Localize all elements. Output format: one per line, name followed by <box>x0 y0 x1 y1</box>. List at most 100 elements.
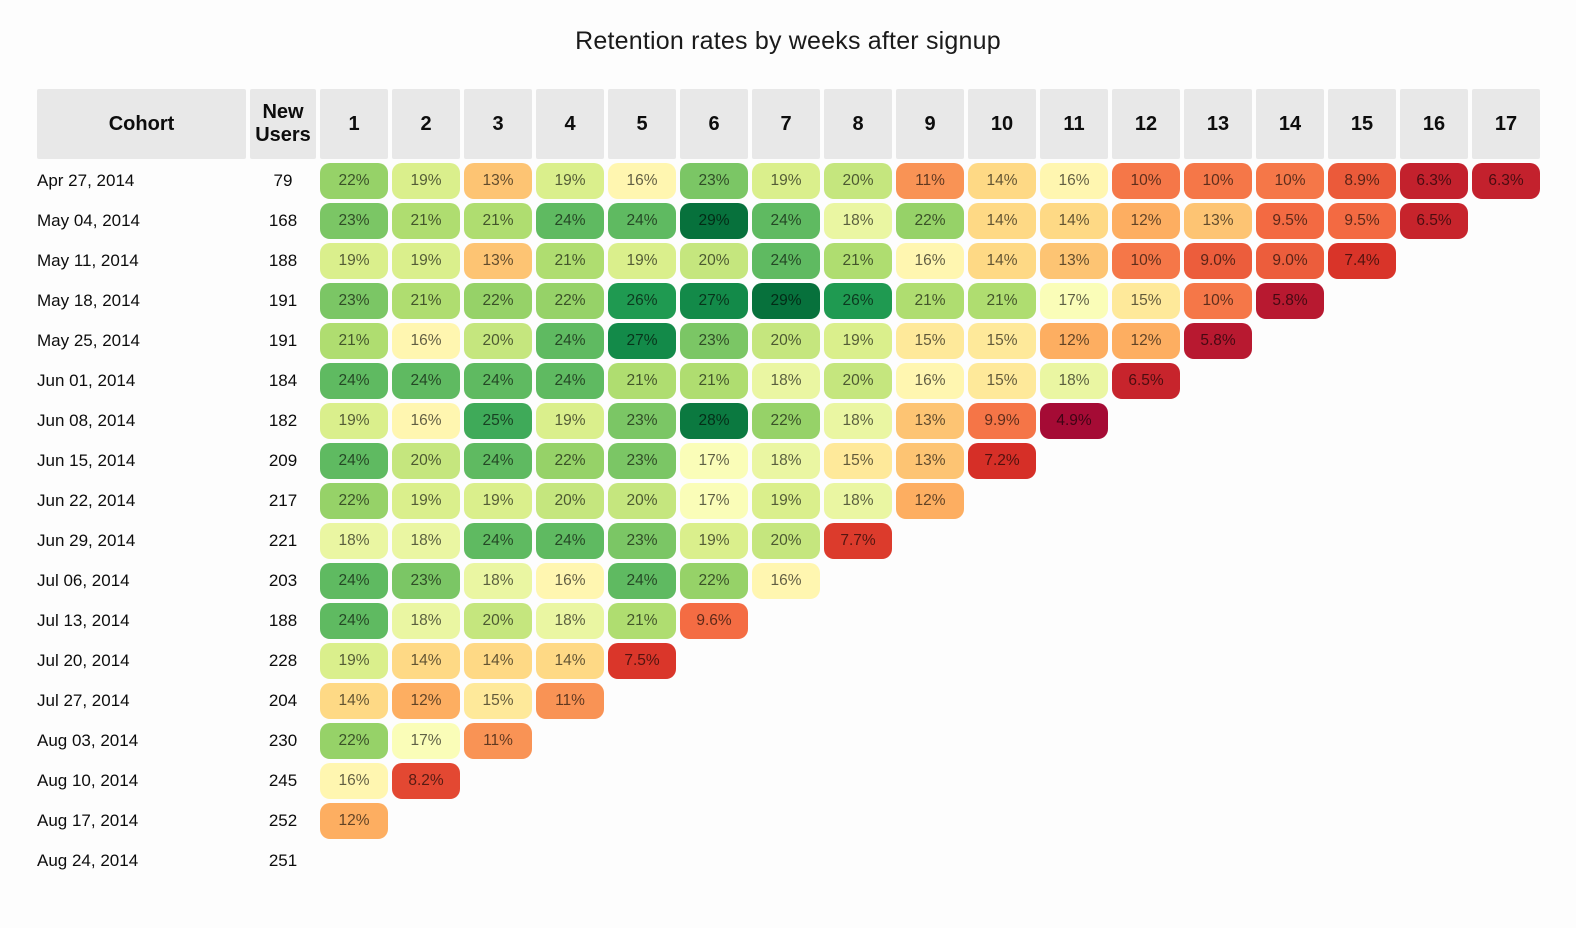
empty-cell <box>1256 323 1324 359</box>
retention-cell: 22% <box>536 443 604 479</box>
empty-cell <box>1472 243 1540 279</box>
empty-cell <box>824 603 892 639</box>
empty-cell <box>1256 603 1324 639</box>
empty-cell <box>968 803 1036 839</box>
week-column-header: 4 <box>536 89 604 159</box>
new-users-value: 188 <box>268 611 298 630</box>
retention-table: Cohort New Users 1 2 3 4 5 6 7 8 9 10 11 12 13 14 15 16… <box>37 89 1540 879</box>
cohort-label: Jul 20, 2014 <box>37 651 130 670</box>
empty-cell <box>1400 843 1468 879</box>
new-users-value: 209 <box>268 451 298 470</box>
retention-cell: 14% <box>392 643 460 679</box>
retention-cell: 18% <box>392 523 460 559</box>
retention-cell: 24% <box>392 363 460 399</box>
empty-cell <box>608 843 676 879</box>
retention-cell: 10% <box>1112 163 1180 199</box>
retention-cell: 12% <box>1040 323 1108 359</box>
cohort-label: May 25, 2014 <box>37 331 141 350</box>
empty-cell <box>824 843 892 879</box>
retention-cell: 22% <box>680 563 748 599</box>
new-users-value: 184 <box>268 371 298 390</box>
new-users-value: 252 <box>268 811 298 830</box>
retention-cell: 23% <box>320 203 388 239</box>
cohort-label: Aug 17, 2014 <box>37 811 139 830</box>
empty-cell <box>464 803 532 839</box>
retention-cell: 19% <box>392 163 460 199</box>
week-column-header: 7 <box>752 89 820 159</box>
empty-cell <box>1256 843 1324 879</box>
empty-cell <box>1112 563 1180 599</box>
cohort-label: Aug 24, 2014 <box>37 851 139 870</box>
empty-cell <box>1040 683 1108 719</box>
empty-cell <box>1112 483 1180 519</box>
empty-cell <box>1184 763 1252 799</box>
empty-cell <box>896 683 964 719</box>
empty-cell <box>968 763 1036 799</box>
empty-cell <box>680 843 748 879</box>
empty-cell <box>1400 723 1468 759</box>
retention-cell: 12% <box>392 683 460 719</box>
empty-cell <box>896 803 964 839</box>
retention-cell: 21% <box>824 243 892 279</box>
retention-cell: 20% <box>680 243 748 279</box>
retention-cell: 18% <box>752 443 820 479</box>
week-column-header: 2 <box>392 89 460 159</box>
retention-cell: 20% <box>608 483 676 519</box>
retention-cell: 14% <box>320 683 388 719</box>
empty-cell <box>752 683 820 719</box>
empty-cell <box>1472 563 1540 599</box>
retention-cell: 12% <box>896 483 964 519</box>
retention-cell: 15% <box>968 363 1036 399</box>
retention-cell: 19% <box>392 483 460 519</box>
empty-cell <box>1472 443 1540 479</box>
retention-cell: 19% <box>752 483 820 519</box>
retention-cell: 4.9% <box>1040 403 1108 439</box>
retention-cell: 10% <box>1184 283 1252 319</box>
retention-cell: 18% <box>1040 363 1108 399</box>
week-column-header: 3 <box>464 89 532 159</box>
retention-cell: 16% <box>320 763 388 799</box>
retention-cell: 21% <box>608 363 676 399</box>
retention-cell: 24% <box>320 603 388 639</box>
empty-cell <box>1400 563 1468 599</box>
empty-cell <box>1184 643 1252 679</box>
empty-cell <box>824 723 892 759</box>
retention-cell: 20% <box>824 163 892 199</box>
empty-cell <box>1472 523 1540 559</box>
empty-cell <box>1040 443 1108 479</box>
new-users-value: 245 <box>268 771 298 790</box>
retention-cell: 7.7% <box>824 523 892 559</box>
retention-cell: 14% <box>968 203 1036 239</box>
empty-cell <box>1256 643 1324 679</box>
empty-cell <box>752 603 820 639</box>
empty-cell <box>1400 603 1468 639</box>
empty-cell <box>1472 283 1540 319</box>
retention-cell: 23% <box>608 443 676 479</box>
empty-cell <box>1400 643 1468 679</box>
retention-cell: 9.5% <box>1328 203 1396 239</box>
empty-cell <box>752 723 820 759</box>
retention-cell: 13% <box>464 163 532 199</box>
retention-cell: 9.9% <box>968 403 1036 439</box>
empty-cell <box>464 763 532 799</box>
retention-cell: 9.0% <box>1184 243 1252 279</box>
retention-cell: 23% <box>680 323 748 359</box>
retention-cell: 24% <box>608 203 676 239</box>
retention-cell: 10% <box>1184 163 1252 199</box>
empty-cell <box>1472 643 1540 679</box>
retention-cell: 21% <box>896 283 964 319</box>
retention-cell: 21% <box>968 283 1036 319</box>
retention-cell: 16% <box>896 363 964 399</box>
retention-cell: 7.5% <box>608 643 676 679</box>
empty-cell <box>1400 403 1468 439</box>
retention-cell: 21% <box>680 363 748 399</box>
retention-cell: 28% <box>680 403 748 439</box>
empty-cell <box>1472 803 1540 839</box>
empty-cell <box>536 723 604 759</box>
retention-cell: 6.3% <box>1400 163 1468 199</box>
empty-cell <box>1112 403 1180 439</box>
empty-cell <box>536 763 604 799</box>
empty-cell <box>392 803 460 839</box>
week-column-header: 13 <box>1184 89 1252 159</box>
